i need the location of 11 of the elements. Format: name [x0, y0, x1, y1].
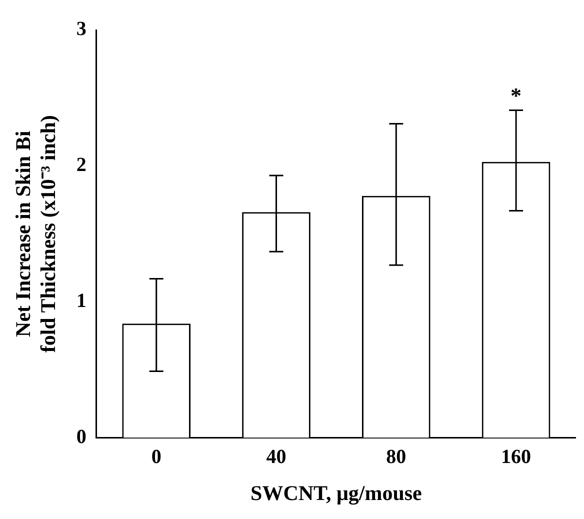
- y-tick-label: 3: [76, 18, 86, 40]
- y-tick-label: 0: [76, 426, 86, 448]
- y-tick-label: 1: [76, 290, 86, 312]
- x-axis-title: SWCNT, μg/mouse: [250, 480, 422, 505]
- x-tick-label: 160: [501, 446, 532, 468]
- y-tick-label: 2: [76, 154, 86, 176]
- y-axis-title: Net Increase in Skin Bi fold Thickness (x10⁻³ inch): [11, 115, 60, 353]
- x-tick-label: 0: [151, 446, 162, 468]
- x-tick-label: 80: [386, 446, 406, 468]
- x-tick-label: 40: [266, 446, 286, 468]
- annotation: *: [510, 82, 522, 108]
